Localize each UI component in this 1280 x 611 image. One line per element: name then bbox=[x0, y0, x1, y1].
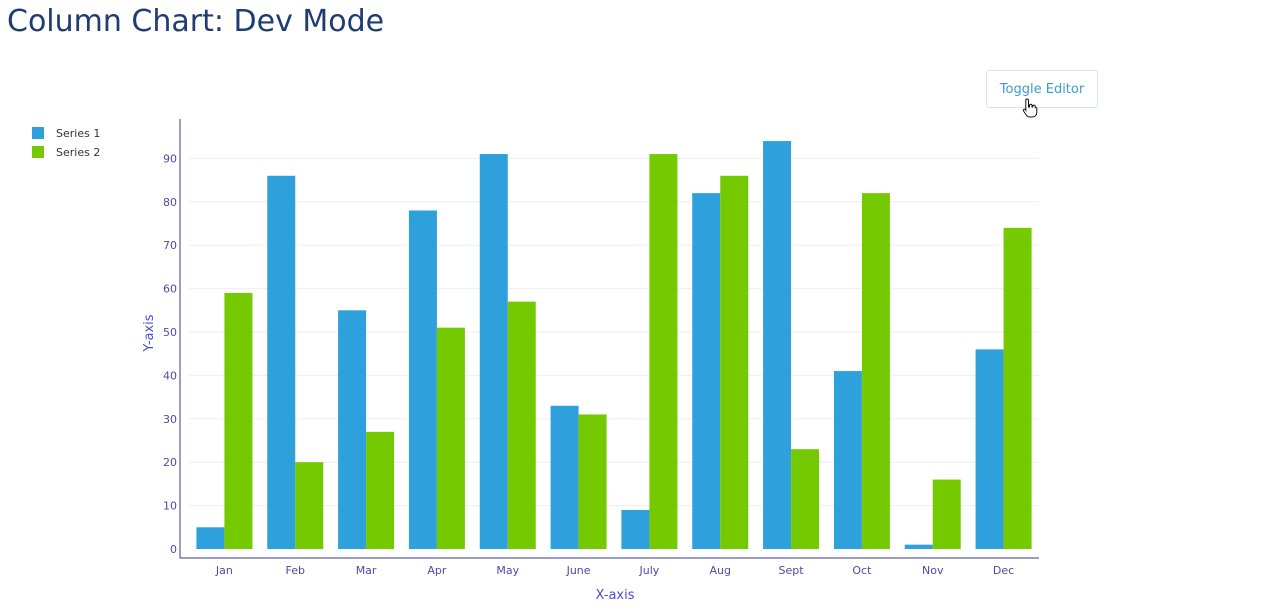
legend[interactable]: Series 1 Series 2 bbox=[32, 127, 100, 159]
x-tick-label: Mar bbox=[356, 564, 377, 577]
x-axis-title: X-axis bbox=[596, 588, 635, 603]
y-tick-label: 20 bbox=[163, 456, 177, 469]
page-title: Column Chart: Dev Mode bbox=[7, 4, 385, 39]
x-tick-label: May bbox=[496, 564, 519, 577]
x-tick-label: June bbox=[566, 564, 591, 577]
bar-2 bbox=[507, 301, 536, 549]
y-tick-label: 80 bbox=[163, 196, 177, 209]
bar-2 bbox=[861, 193, 890, 549]
legend-label: Series 2 bbox=[56, 146, 100, 159]
bar-2 bbox=[720, 175, 749, 549]
legend-swatch bbox=[32, 146, 44, 158]
x-tick-label: Dec bbox=[993, 564, 1014, 577]
y-tick-label: 50 bbox=[163, 326, 177, 339]
x-tick-label: Feb bbox=[286, 564, 305, 577]
bar-1 bbox=[621, 509, 650, 549]
x-tick-label: Oct bbox=[852, 564, 872, 577]
bar-2 bbox=[295, 462, 324, 549]
x-tick-label: Sept bbox=[779, 564, 805, 577]
bar-1 bbox=[479, 154, 508, 549]
y-tick-label: 70 bbox=[163, 239, 177, 252]
legend-swatch bbox=[32, 127, 44, 139]
hand-cursor-icon bbox=[1022, 98, 1038, 118]
bar-1 bbox=[338, 310, 367, 549]
bar-2 bbox=[791, 449, 820, 549]
bar-2 bbox=[366, 431, 395, 549]
legend-item[interactable]: Series 1 bbox=[32, 127, 100, 140]
x-tick-label: Nov bbox=[922, 564, 944, 577]
bar-1 bbox=[833, 371, 862, 549]
x-tick-label: Aug bbox=[710, 564, 731, 577]
axes bbox=[179, 119, 1039, 559]
legend-item[interactable]: Series 2 bbox=[32, 146, 100, 159]
y-tick-label: 0 bbox=[170, 543, 177, 556]
bar-2 bbox=[436, 327, 465, 549]
bar-2 bbox=[932, 479, 961, 549]
bar-2 bbox=[649, 154, 678, 549]
bar-1 bbox=[196, 527, 225, 549]
x-tick-label: Jan bbox=[215, 564, 233, 577]
bar-1 bbox=[267, 175, 296, 549]
bar-1 bbox=[692, 193, 721, 549]
bar-1 bbox=[763, 141, 792, 550]
bar-1 bbox=[408, 210, 437, 550]
bar-1 bbox=[550, 405, 579, 549]
y-tick-label: 10 bbox=[163, 500, 177, 513]
legend-label: Series 1 bbox=[56, 127, 100, 140]
y-tick-label: 90 bbox=[163, 152, 177, 165]
y-tick-label: 40 bbox=[163, 369, 177, 382]
gridlines bbox=[189, 157, 1039, 507]
y-tick-label: 60 bbox=[163, 283, 177, 296]
bar-2 bbox=[1003, 227, 1032, 549]
bar-2 bbox=[224, 292, 253, 549]
bar-2 bbox=[578, 414, 607, 549]
x-tick-labels: Jan Feb Mar Apr May June July Aug Sept Oct Nov Dec bbox=[215, 564, 1014, 577]
toggle-editor-button[interactable]: Toggle Editor bbox=[986, 70, 1098, 108]
x-tick-label: Apr bbox=[427, 564, 447, 577]
bar-1 bbox=[975, 349, 1004, 549]
y-tick-labels: 0 10 20 30 40 50 60 70 80 90 bbox=[163, 152, 177, 556]
y-axis-title: Y-axis bbox=[142, 314, 157, 352]
bars bbox=[196, 141, 1032, 550]
bar-1 bbox=[904, 544, 933, 549]
x-tick-label: July bbox=[639, 564, 660, 577]
y-tick-label: 30 bbox=[163, 413, 177, 426]
